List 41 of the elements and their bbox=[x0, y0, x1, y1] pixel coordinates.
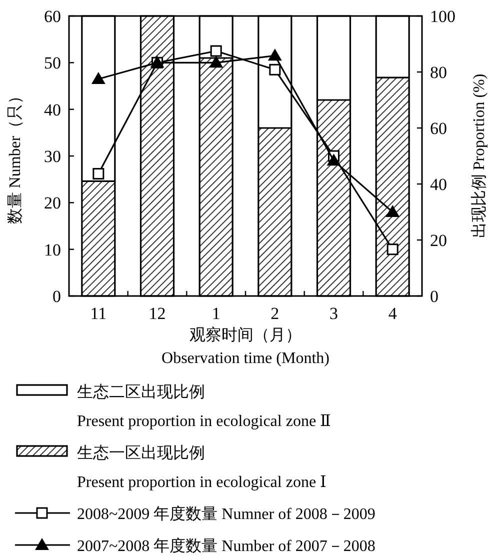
point bbox=[326, 154, 341, 166]
bar bbox=[316, 99, 352, 297]
point bbox=[91, 72, 106, 84]
y2-tick-label: 80 bbox=[430, 63, 447, 82]
legend-label: 生态一区出现比例 Present proportion in ecological zone Ⅰ bbox=[77, 444, 326, 491]
y2-tick-label: 0 bbox=[430, 287, 438, 306]
legend-label: 2007~2008 年度数量 Number of 2007－2008 bbox=[77, 537, 376, 555]
legend-label: 生态二区出现比例 Present proportion in ecological zone Ⅱ bbox=[77, 383, 331, 430]
y2-tick-label: 100 bbox=[430, 7, 456, 26]
y2-axis-title: 出现比例 Proportion (%) bbox=[470, 74, 488, 238]
x-tick-label: 11 bbox=[90, 304, 107, 323]
point bbox=[386, 205, 400, 217]
x-tick-label: 2 bbox=[270, 304, 280, 323]
bar bbox=[258, 127, 292, 297]
y-tick-label: 20 bbox=[44, 194, 61, 213]
y2-tick-label: 40 bbox=[430, 175, 447, 194]
x-tick-label: 1 bbox=[212, 304, 220, 323]
y-tick-label: 10 bbox=[44, 240, 61, 260]
y-axis-title: 数量 Number（只） bbox=[7, 88, 24, 224]
point bbox=[268, 48, 282, 61]
x-tick-label: 12 bbox=[148, 304, 166, 323]
y-tick-label: 0 bbox=[52, 287, 61, 306]
y2-tick-label: 20 bbox=[430, 231, 447, 250]
point bbox=[386, 244, 398, 256]
y-tick-label: 60 bbox=[44, 7, 61, 26]
point bbox=[209, 56, 224, 68]
point bbox=[92, 168, 104, 180]
y-tick-label: 40 bbox=[44, 100, 61, 120]
x-tick-label: 4 bbox=[388, 304, 398, 323]
y-tick-label: 50 bbox=[44, 54, 61, 73]
bar bbox=[198, 57, 234, 297]
y-tick-label: 30 bbox=[44, 147, 61, 166]
x-axis-title: 观察时间（月） Observation time (Month) bbox=[162, 326, 330, 367]
bar bbox=[140, 15, 175, 297]
point bbox=[210, 45, 222, 57]
y2-tick-label: 60 bbox=[430, 119, 447, 138]
x-tick-label: 3 bbox=[330, 304, 338, 323]
bar bbox=[81, 180, 116, 297]
bar bbox=[375, 76, 410, 297]
point bbox=[269, 64, 281, 76]
legend-label: 2008~2009 年度数量 Numner of 2008－2009 bbox=[77, 505, 376, 523]
